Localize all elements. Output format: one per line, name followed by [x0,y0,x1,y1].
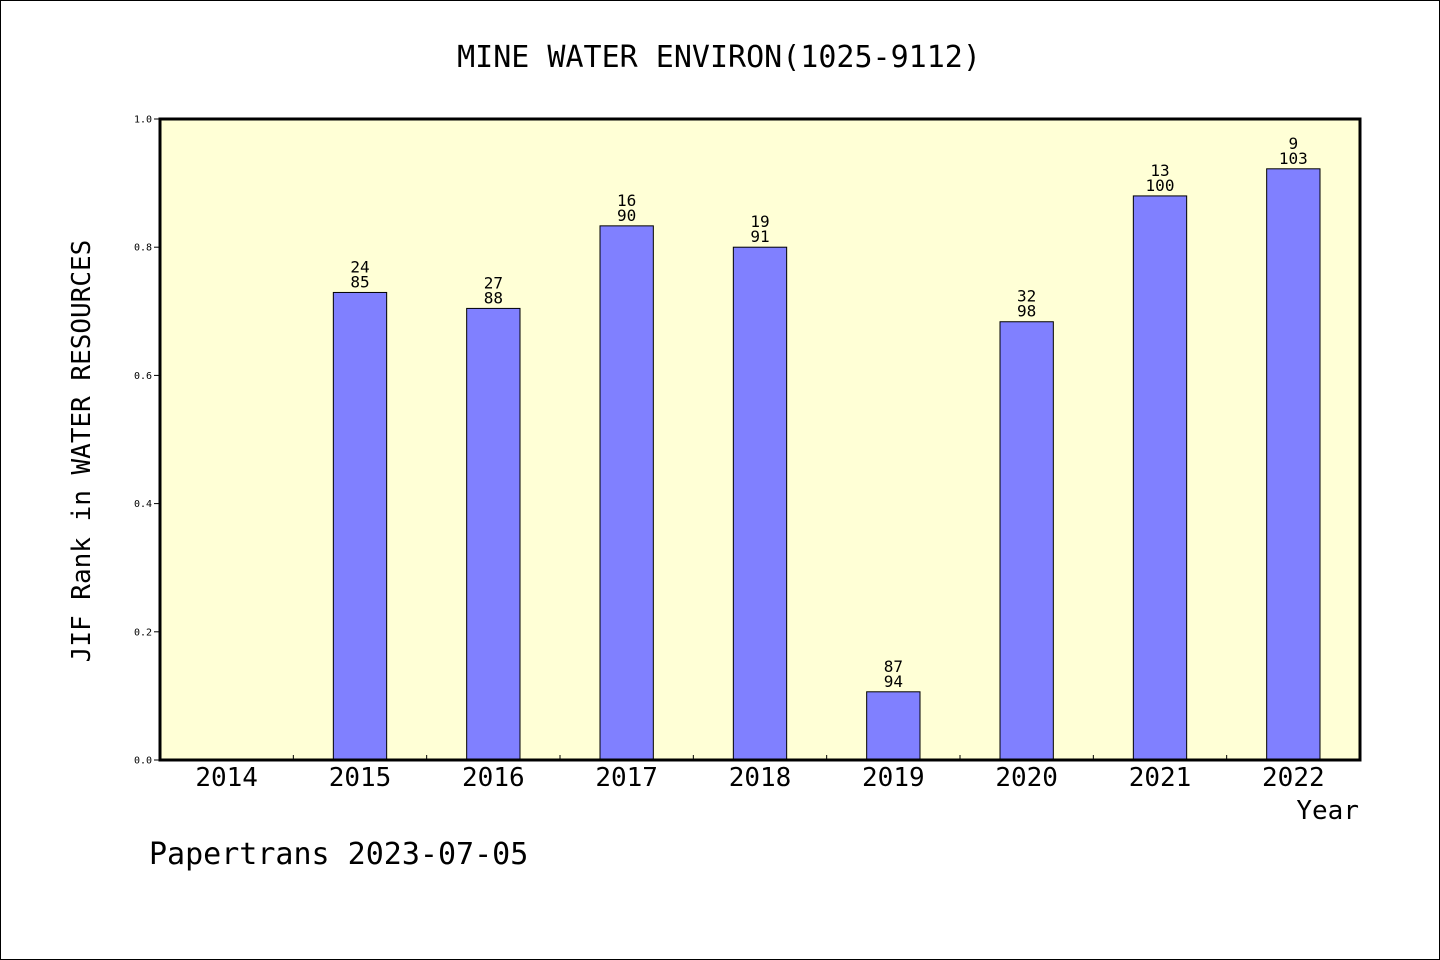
chart-title: MINE WATER ENVIRON(1025-9112) [457,40,981,75]
bar [466,307,521,761]
x-tick-label: 2017 [595,763,658,793]
x-tick-label: 2019 [862,763,925,793]
bar-rank-label: 13 [1150,161,1169,180]
bar [1266,168,1321,761]
bar-total-label: 100 [1146,176,1175,195]
y-axis-label: JIF Rank in WATER RESOURCES [67,240,97,663]
footer-text: Papertrans 2023-07-05 [149,837,528,872]
bar-total-label: 85 [350,272,369,291]
bar-total-label: 91 [750,227,769,246]
bar-rank-label: 9 [1289,134,1299,153]
y-tick-label: 0.0 [134,756,152,767]
bar [866,691,921,761]
bar-total-label: 98 [1017,302,1036,321]
x-tick-label: 2022 [1262,763,1325,793]
x-tick-label: 2016 [462,763,525,793]
bar-total-label: 94 [884,672,903,691]
bar [732,246,788,761]
bar-rank-label: 27 [484,273,503,292]
bar-rank-label: 32 [1017,287,1036,306]
x-tick-label: 2018 [729,763,792,793]
x-axis-label: Year [1296,796,1359,826]
bar [599,225,654,761]
x-tick-label: 2020 [995,763,1058,793]
y-tick-label: 0.2 [134,627,152,638]
y-tick-label: 0.4 [134,499,152,510]
bar-rank-label: 87 [884,657,903,676]
bar-rank-label: 16 [617,191,636,210]
bar-rank-label: 19 [750,212,769,231]
bar [1132,195,1188,761]
bar-total-label: 90 [617,206,636,225]
x-tick-label: 2015 [329,763,392,793]
bar-total-label: 103 [1279,149,1308,168]
bar-rank-label: 24 [350,257,369,276]
plot-border [158,117,1362,762]
bar [999,321,1054,761]
y-tick-label: 0.6 [134,371,152,382]
bar-total-label: 88 [484,288,503,307]
bar [332,291,388,761]
x-tick-label: 2021 [1129,763,1192,793]
x-tick-label: 2014 [195,763,258,793]
y-tick-label: 0.8 [134,243,152,254]
y-tick-label: 1.0 [134,115,152,126]
